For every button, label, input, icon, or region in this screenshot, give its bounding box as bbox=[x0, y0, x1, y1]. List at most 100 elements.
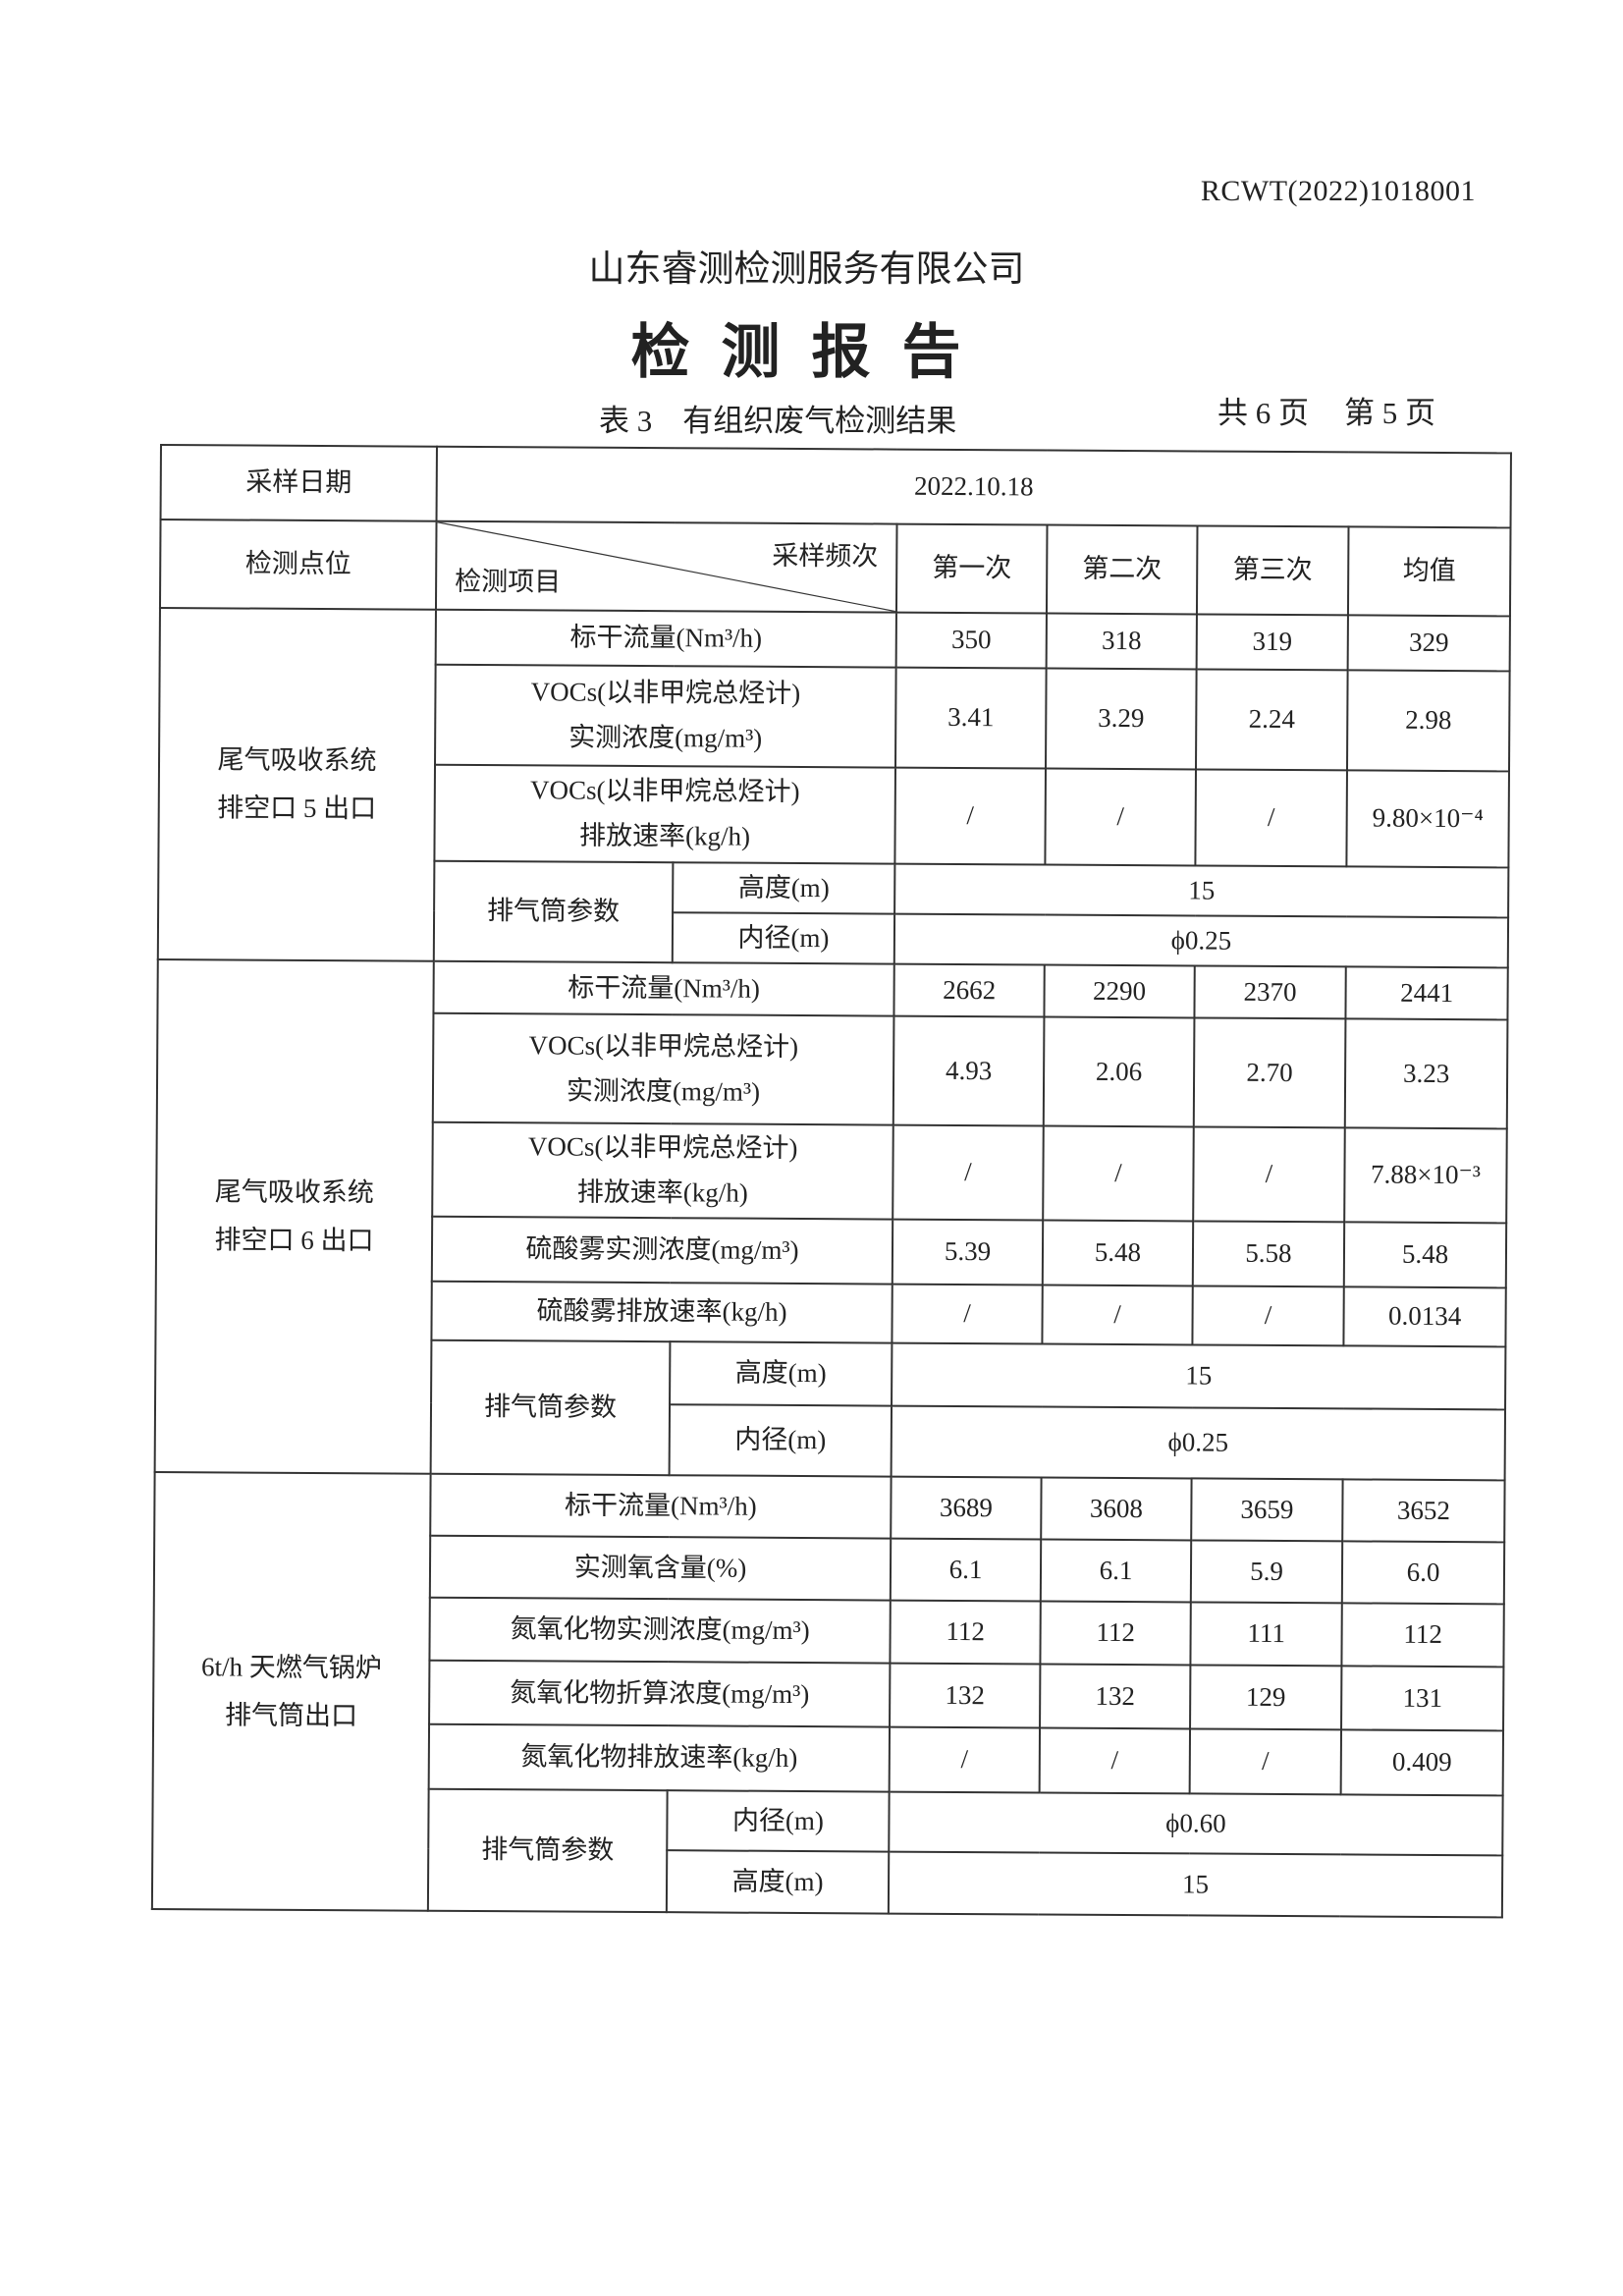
item-cell: 氮氧化物实测浓度(mg/m³) bbox=[429, 1597, 891, 1664]
item-header: 检测项目 bbox=[455, 566, 562, 597]
item-cell: 氮氧化物排放速率(kg/h) bbox=[428, 1723, 891, 1792]
value-cell: 132 bbox=[1040, 1664, 1191, 1729]
value-cell: 132 bbox=[890, 1663, 1041, 1728]
location-cell: 尾气吸收系统 排空口 6 出口 bbox=[154, 958, 434, 1474]
item-cell: 标干流量(Nm³/h) bbox=[433, 960, 894, 1016]
stack-param-name: 高度(m) bbox=[673, 862, 895, 914]
company-name-text: 山东睿测检测服务有限公司 bbox=[588, 249, 1025, 290]
item-line: 氮氧化物折算浓度(mg/m³) bbox=[510, 1676, 810, 1709]
value-cell: 3.41 bbox=[895, 667, 1047, 769]
value-cell: 3659 bbox=[1191, 1478, 1343, 1542]
date-label: 采样日期 bbox=[160, 445, 437, 521]
stack-param-value: ϕ0.25 bbox=[893, 913, 1509, 968]
value-cell: 129 bbox=[1190, 1665, 1342, 1730]
item-cell: 硫酸雾排放速率(kg/h) bbox=[431, 1281, 893, 1343]
value-cell: / bbox=[1042, 1285, 1193, 1345]
page-info: 共 6 页 第 5 页 bbox=[1217, 388, 1435, 432]
location-header: 检测点位 bbox=[159, 519, 437, 610]
stack-param-value: 15 bbox=[888, 1851, 1503, 1918]
value-cell: 3.29 bbox=[1045, 668, 1197, 770]
stack-param-name: 内径(m) bbox=[667, 1790, 890, 1852]
value-cell: 3652 bbox=[1342, 1479, 1505, 1543]
item-line: 标干流量(Nm³/h) bbox=[565, 1490, 757, 1521]
value-cell: 111 bbox=[1190, 1602, 1342, 1667]
value-cell: 6.0 bbox=[1341, 1541, 1505, 1605]
value-cell: 9.80×10⁻⁴ bbox=[1346, 770, 1510, 868]
stack-param-value: ϕ0.60 bbox=[889, 1791, 1503, 1856]
stack-param-value: 15 bbox=[894, 863, 1509, 918]
stack-param-value: ϕ0.25 bbox=[891, 1405, 1506, 1481]
stack-param-name: 高度(m) bbox=[666, 1850, 890, 1914]
value-cell: 3.23 bbox=[1344, 1018, 1508, 1129]
item-line: 硫酸雾排放速率(kg/h) bbox=[536, 1295, 787, 1327]
value-cell: 112 bbox=[1040, 1601, 1191, 1666]
table-row: 6t/h 天燃气锅炉 排气筒出口 标干流量(Nm³/h) 3689 3608 3659 36… bbox=[151, 1471, 1505, 1911]
item-line: 实测浓度(mg/m³) bbox=[566, 1075, 761, 1107]
location-line: 排气筒出口 bbox=[225, 1699, 358, 1730]
report-number: RCWT(2022)1018001 bbox=[1200, 175, 1476, 207]
item-cell: VOCs(以非甲烷总烃计) 排放速率(kg/h) bbox=[432, 1121, 893, 1220]
results-table: 采样日期 2022.10.18 检测点位 采样频次 检测项目 第一次 第二次 第… bbox=[151, 444, 1512, 1918]
value-cell: 131 bbox=[1341, 1666, 1504, 1731]
column-header: 第三次 bbox=[1196, 525, 1349, 616]
table-caption: 表 3 有组织废气检测结果 bbox=[599, 404, 957, 438]
value-cell: 4.93 bbox=[893, 1015, 1045, 1126]
item-line: 氮氧化物实测浓度(mg/m³) bbox=[510, 1613, 810, 1646]
item-cell: 实测氧含量(%) bbox=[429, 1535, 892, 1601]
value-cell: 3608 bbox=[1041, 1477, 1192, 1541]
value-cell: 2370 bbox=[1194, 965, 1346, 1019]
stack-param-name: 内径(m) bbox=[669, 1404, 893, 1477]
header-row: 检测点位 采样频次 检测项目 第一次 第二次 第三次 均值 bbox=[159, 519, 1511, 617]
location-line: 尾气吸收系统 bbox=[214, 1176, 374, 1208]
value-cell: 2662 bbox=[893, 963, 1045, 1017]
item-line: 实测浓度(mg/m³) bbox=[568, 722, 763, 753]
company-name: 山东睿测检测服务有限公司 bbox=[0, 239, 1623, 292]
value-cell: / bbox=[1045, 768, 1196, 866]
item-cell: 氮氧化物折算浓度(mg/m³) bbox=[429, 1660, 891, 1727]
value-cell: 0.0134 bbox=[1343, 1286, 1506, 1347]
value-cell: / bbox=[893, 1124, 1044, 1221]
location-cell: 6t/h 天燃气锅炉 排气筒出口 bbox=[151, 1471, 431, 1911]
item-line: VOCs(以非甲烷总烃计) bbox=[530, 677, 801, 709]
document-title: 检测报告 bbox=[630, 318, 993, 387]
value-cell: 2.98 bbox=[1346, 670, 1510, 772]
value-cell: 329 bbox=[1347, 615, 1511, 672]
value-cell: 5.9 bbox=[1190, 1540, 1343, 1604]
value-cell: 5.58 bbox=[1192, 1221, 1345, 1287]
value-cell: 3689 bbox=[891, 1476, 1042, 1540]
value-cell: 7.88×10⁻³ bbox=[1344, 1127, 1507, 1224]
item-line: 氮氧化物排放速率(kg/h) bbox=[520, 1741, 798, 1774]
item-cell: VOCs(以非甲烷总烃计) 实测浓度(mg/m³) bbox=[432, 1012, 894, 1125]
value-cell: / bbox=[1043, 1125, 1194, 1222]
item-line: VOCs(以非甲烷总烃计) bbox=[530, 775, 800, 807]
value-cell: 112 bbox=[890, 1600, 1041, 1665]
page-current: 第 5 页 bbox=[1344, 396, 1435, 430]
value-cell: 5.48 bbox=[1042, 1220, 1194, 1286]
location-line: 6t/h 天燃气锅炉 bbox=[200, 1652, 382, 1683]
item-cell: 硫酸雾实测浓度(mg/m³) bbox=[431, 1216, 893, 1285]
location-line: 排空口 5 出口 bbox=[217, 793, 377, 824]
stack-param-name: 高度(m) bbox=[670, 1341, 893, 1406]
date-value: 2022.10.18 bbox=[436, 446, 1512, 528]
table-row: 尾气吸收系统 排空口 6 出口 标干流量(Nm³/h) 2662 2290 2370 244… bbox=[154, 958, 1508, 1474]
value-cell: / bbox=[1193, 1126, 1345, 1223]
value-cell: 318 bbox=[1046, 613, 1197, 670]
location-line: 尾气吸收系统 bbox=[217, 744, 377, 776]
item-cell: 标干流量(Nm³/h) bbox=[430, 1473, 892, 1539]
value-cell: 2.24 bbox=[1195, 669, 1348, 771]
item-line: 标干流量(Nm³/h) bbox=[568, 972, 761, 1004]
column-header: 均值 bbox=[1347, 526, 1511, 617]
value-cell: / bbox=[1192, 1285, 1344, 1346]
value-cell: / bbox=[894, 767, 1046, 865]
value-cell: 2441 bbox=[1345, 966, 1508, 1020]
value-cell: 6.1 bbox=[890, 1538, 1042, 1602]
page-total: 共 6 页 bbox=[1217, 396, 1309, 430]
item-cell: 标干流量(Nm³/h) bbox=[435, 609, 896, 668]
value-cell: / bbox=[892, 1284, 1043, 1344]
value-cell: 2.06 bbox=[1043, 1016, 1195, 1127]
value-cell: 0.409 bbox=[1340, 1729, 1504, 1796]
diagonal-line bbox=[437, 522, 896, 612]
value-cell: 5.48 bbox=[1343, 1222, 1507, 1288]
item-cell: VOCs(以非甲烷总烃计) 实测浓度(mg/m³) bbox=[435, 664, 896, 768]
item-line: 排放速率(kg/h) bbox=[578, 820, 751, 851]
